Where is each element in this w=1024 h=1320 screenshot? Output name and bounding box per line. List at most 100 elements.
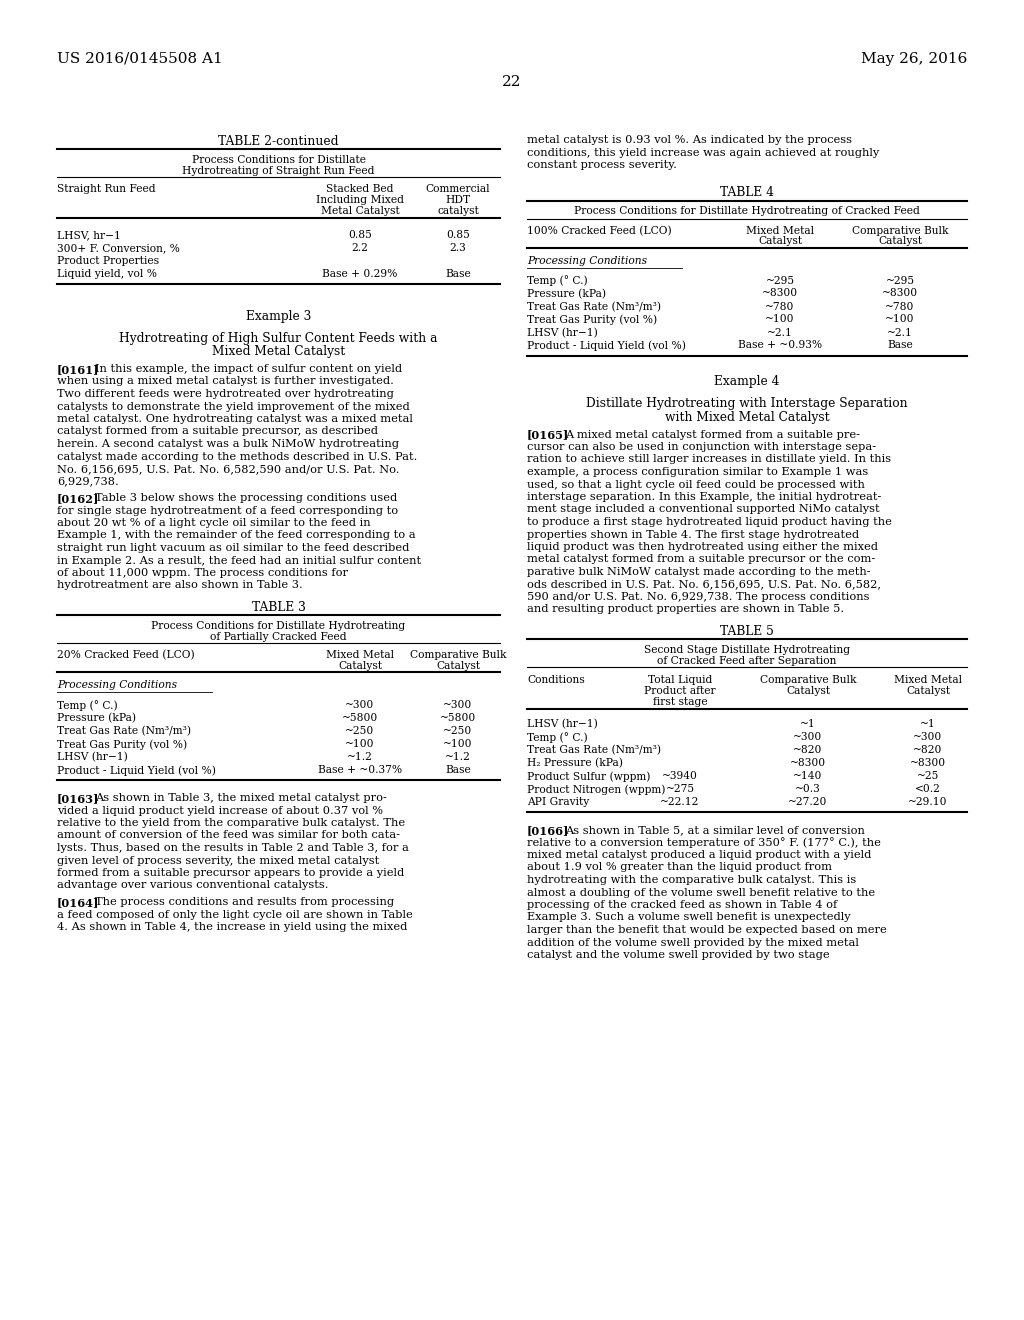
Text: ~250: ~250	[443, 726, 473, 737]
Text: 22: 22	[502, 75, 522, 88]
Text: [0166]: [0166]	[527, 825, 569, 836]
Text: Process Conditions for Distillate Hydrotreating: Process Conditions for Distillate Hydrot…	[152, 620, 406, 631]
Text: advantage over various conventional catalysts.: advantage over various conventional cata…	[57, 880, 329, 891]
Text: Hydrotreating of Straight Run Feed: Hydrotreating of Straight Run Feed	[182, 166, 375, 176]
Text: Second Stage Distillate Hydrotreating: Second Stage Distillate Hydrotreating	[644, 645, 850, 655]
Text: Treat Gas Rate (Nm³/m³): Treat Gas Rate (Nm³/m³)	[57, 726, 191, 737]
Text: liquid product was then hydrotreated using either the mixed: liquid product was then hydrotreated usi…	[527, 543, 878, 552]
Text: ods described in U.S. Pat. No. 6,156,695, U.S. Pat. No. 6,582,: ods described in U.S. Pat. No. 6,156,695…	[527, 579, 881, 590]
Text: metal catalyst is 0.93 vol %. As indicated by the process: metal catalyst is 0.93 vol %. As indicat…	[527, 135, 852, 145]
Text: Comparative Bulk: Comparative Bulk	[760, 675, 856, 685]
Text: A mixed metal catalyst formed from a suitable pre-: A mixed metal catalyst formed from a sui…	[565, 429, 860, 440]
Text: Base: Base	[445, 766, 471, 775]
Text: H₂ Pressure (kPa): H₂ Pressure (kPa)	[527, 758, 623, 768]
Text: Metal Catalyst: Metal Catalyst	[321, 206, 399, 216]
Text: TABLE 3: TABLE 3	[252, 601, 305, 614]
Text: Base + ~0.93%: Base + ~0.93%	[738, 341, 822, 351]
Text: ~275: ~275	[666, 784, 694, 795]
Text: catalyst and the volume swell provided by two stage: catalyst and the volume swell provided b…	[527, 950, 829, 960]
Text: straight run light vacuum as oil similar to the feed described: straight run light vacuum as oil similar…	[57, 543, 410, 553]
Text: hydrotreatment are also shown in Table 3.: hydrotreatment are also shown in Table 3…	[57, 581, 303, 590]
Text: of Cracked Feed after Separation: of Cracked Feed after Separation	[657, 656, 837, 667]
Text: used, so that a light cycle oil feed could be processed with: used, so that a light cycle oil feed cou…	[527, 479, 865, 490]
Text: Process Conditions for Distillate: Process Conditions for Distillate	[191, 154, 366, 165]
Text: properties shown in Table 4. The first stage hydrotreated: properties shown in Table 4. The first s…	[527, 529, 859, 540]
Text: Processing Conditions: Processing Conditions	[57, 680, 177, 690]
Text: 2.2: 2.2	[351, 243, 369, 253]
Text: TABLE 5: TABLE 5	[720, 624, 774, 638]
Text: Catalyst: Catalyst	[786, 686, 830, 696]
Text: 6,929,738.: 6,929,738.	[57, 477, 119, 487]
Text: conditions, this yield increase was again achieved at roughly: conditions, this yield increase was agai…	[527, 148, 880, 157]
Text: ~780: ~780	[886, 301, 914, 312]
Text: 100% Cracked Feed (LCO): 100% Cracked Feed (LCO)	[527, 226, 672, 236]
Text: The process conditions and results from processing: The process conditions and results from …	[95, 898, 394, 907]
Text: given level of process severity, the mixed metal catalyst: given level of process severity, the mix…	[57, 855, 379, 866]
Text: of Partially Cracked Feed: of Partially Cracked Feed	[210, 632, 347, 642]
Text: 0.85: 0.85	[446, 230, 470, 240]
Text: <0.2: <0.2	[915, 784, 941, 795]
Text: HDT: HDT	[445, 195, 471, 205]
Text: [0163]: [0163]	[57, 793, 99, 804]
Text: about 1.9 vol % greater than the liquid product from: about 1.9 vol % greater than the liquid …	[527, 862, 831, 873]
Text: Table 3 below shows the processing conditions used: Table 3 below shows the processing condi…	[95, 492, 397, 503]
Text: Mixed Metal Catalyst: Mixed Metal Catalyst	[212, 345, 345, 358]
Text: In this example, the impact of sulfur content on yield: In this example, the impact of sulfur co…	[95, 364, 402, 374]
Text: hydrotreating with the comparative bulk catalyst. This is: hydrotreating with the comparative bulk …	[527, 875, 856, 884]
Text: Treat Gas Rate (Nm³/m³): Treat Gas Rate (Nm³/m³)	[527, 301, 662, 312]
Text: ~250: ~250	[345, 726, 375, 737]
Text: 300+ F. Conversion, %: 300+ F. Conversion, %	[57, 243, 180, 253]
Text: API Gravity: API Gravity	[527, 797, 589, 807]
Text: addition of the volume swell provided by the mixed metal: addition of the volume swell provided by…	[527, 937, 859, 948]
Text: Two different feeds were hydrotreated over hydrotreating: Two different feeds were hydrotreated ov…	[57, 389, 394, 399]
Text: ~820: ~820	[913, 744, 943, 755]
Text: Product Sulfur (wppm): Product Sulfur (wppm)	[527, 771, 650, 781]
Text: catalyst formed from a suitable precursor, as described: catalyst formed from a suitable precurso…	[57, 426, 378, 437]
Text: ment stage included a conventional supported NiMo catalyst: ment stage included a conventional suppo…	[527, 504, 880, 515]
Text: for single stage hydrotreatment of a feed corresponding to: for single stage hydrotreatment of a fee…	[57, 506, 398, 516]
Text: No. 6,156,695, U.S. Pat. No. 6,582,590 and/or U.S. Pat. No.: No. 6,156,695, U.S. Pat. No. 6,582,590 a…	[57, 465, 399, 474]
Text: ~295: ~295	[765, 276, 795, 285]
Text: Process Conditions for Distillate Hydrotreating of Cracked Feed: Process Conditions for Distillate Hydrot…	[574, 206, 920, 216]
Text: amount of conversion of the feed was similar for both cata-: amount of conversion of the feed was sim…	[57, 830, 400, 841]
Text: ~22.12: ~22.12	[660, 797, 699, 807]
Text: catalysts to demonstrate the yield improvement of the mixed: catalysts to demonstrate the yield impro…	[57, 401, 410, 412]
Text: catalyst: catalyst	[437, 206, 479, 216]
Text: Example 4: Example 4	[715, 375, 779, 388]
Text: ~295: ~295	[886, 276, 914, 285]
Text: relative to a conversion temperature of 350° F. (177° C.), the: relative to a conversion temperature of …	[527, 837, 881, 849]
Text: [0164]: [0164]	[57, 898, 99, 908]
Text: almost a doubling of the volume swell benefit relative to the: almost a doubling of the volume swell be…	[527, 887, 876, 898]
Text: ~8300: ~8300	[762, 289, 798, 298]
Text: Temp (° C.): Temp (° C.)	[57, 700, 118, 711]
Text: and resulting product properties are shown in Table 5.: and resulting product properties are sho…	[527, 605, 844, 615]
Text: ~8300: ~8300	[790, 758, 826, 768]
Text: Including Mixed: Including Mixed	[316, 195, 404, 205]
Text: 590 and/or U.S. Pat. No. 6,929,738. The process conditions: 590 and/or U.S. Pat. No. 6,929,738. The …	[527, 591, 869, 602]
Text: larger than the benefit that would be expected based on mere: larger than the benefit that would be ex…	[527, 925, 887, 935]
Text: LHSV (hr−1): LHSV (hr−1)	[527, 327, 598, 338]
Text: ~1: ~1	[921, 719, 936, 729]
Text: ~8300: ~8300	[882, 289, 919, 298]
Text: ~5800: ~5800	[440, 713, 476, 723]
Text: ~300: ~300	[345, 700, 375, 710]
Text: Product Nitrogen (wppm): Product Nitrogen (wppm)	[527, 784, 666, 795]
Text: Catalyst: Catalyst	[758, 236, 802, 247]
Text: a feed composed of only the light cycle oil are shown in Table: a feed composed of only the light cycle …	[57, 909, 413, 920]
Text: ~1: ~1	[800, 719, 816, 729]
Text: Mixed Metal: Mixed Metal	[894, 675, 963, 685]
Text: Treat Gas Purity (vol %): Treat Gas Purity (vol %)	[57, 739, 187, 750]
Text: ~100: ~100	[765, 314, 795, 325]
Text: US 2016/0145508 A1: US 2016/0145508 A1	[57, 51, 223, 66]
Text: Comparative Bulk: Comparative Bulk	[410, 649, 506, 660]
Text: Product - Liquid Yield (vol %): Product - Liquid Yield (vol %)	[527, 341, 686, 351]
Text: Catalyst: Catalyst	[906, 686, 950, 696]
Text: Base: Base	[445, 269, 471, 279]
Text: Temp (° C.): Temp (° C.)	[527, 733, 588, 743]
Text: processing of the cracked feed as shown in Table 4 of: processing of the cracked feed as shown …	[527, 900, 838, 909]
Text: Example 3: Example 3	[246, 310, 311, 323]
Text: Stacked Bed: Stacked Bed	[327, 183, 394, 194]
Text: Total Liquid: Total Liquid	[648, 675, 712, 685]
Text: constant process severity.: constant process severity.	[527, 160, 677, 170]
Text: to produce a first stage hydrotreated liquid product having the: to produce a first stage hydrotreated li…	[527, 517, 892, 527]
